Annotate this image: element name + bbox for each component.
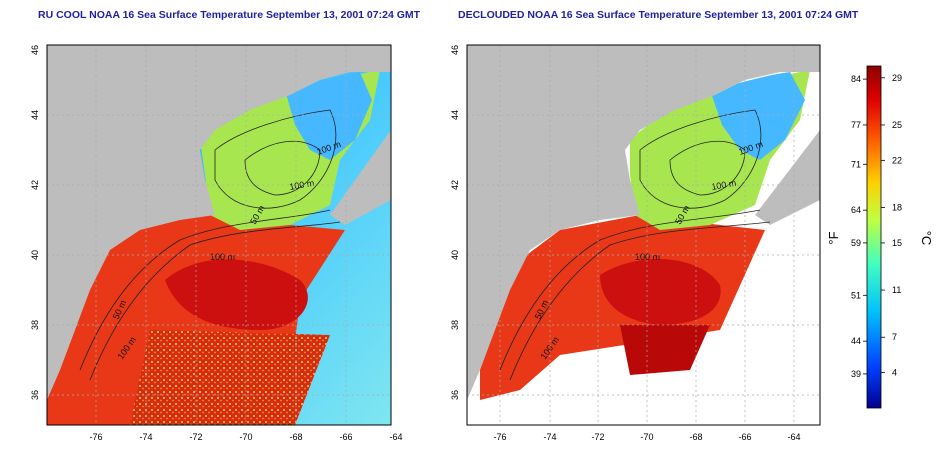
left-x-tick-1: -76 bbox=[89, 432, 102, 442]
left-y-axis: 36 38 40 42 44 46 bbox=[30, 45, 40, 400]
colorbar-ticks: 29 25 22 18 15 11 7 4 84 77 71 64 59 51 44 39 bbox=[851, 73, 902, 379]
left-map-bay-of-fundy bbox=[285, 72, 372, 160]
colorbar-fahrenheit-tick: 39 bbox=[851, 369, 861, 379]
left-map-title: RU COOL NOAA 16 Sea Surface Temperature … bbox=[38, 9, 421, 21]
colorbar: 29 25 22 18 15 11 7 4 84 77 71 64 59 51 44 39 °F °C bbox=[826, 65, 934, 409]
left-x-tick-5: -68 bbox=[289, 432, 302, 442]
left-y-tick-2: 38 bbox=[30, 320, 40, 330]
right-x-tick-6: -66 bbox=[738, 432, 751, 442]
left-map-frame bbox=[46, 44, 392, 426]
left-contour-label-2: 100 m bbox=[289, 178, 315, 192]
colorbar-fahrenheit-tick: 64 bbox=[851, 205, 861, 215]
colorbar-celsius-tick: 7 bbox=[892, 332, 897, 342]
colorbar-gradient bbox=[866, 65, 882, 409]
right-x-tick-4: -70 bbox=[640, 432, 653, 442]
right-map-gulf-eddy bbox=[600, 258, 721, 325]
right-y-tick-5: 44 bbox=[450, 110, 460, 120]
colorbar-fahrenheit-tick: 59 bbox=[851, 238, 861, 248]
right-y-axis: 36 38 40 42 44 46 bbox=[450, 45, 460, 400]
left-y-tick-4: 42 bbox=[30, 180, 40, 190]
left-map-land bbox=[47, 45, 391, 400]
right-map: 100 m 100 m 50 m 100 m 50 m 100 m bbox=[467, 45, 820, 425]
colorbar-celsius-tick: 18 bbox=[892, 203, 902, 213]
left-x-tick-7: -64 bbox=[389, 432, 402, 442]
colorbar-celsius-tick: 11 bbox=[892, 285, 901, 295]
left-x-tick-2: -74 bbox=[139, 432, 152, 442]
right-map-contours bbox=[499, 109, 771, 381]
right-contour-label-4: 100 m bbox=[635, 252, 660, 262]
left-x-axis: -76 -74 -72 -70 -68 -66 -64 bbox=[89, 432, 402, 442]
right-y-tick-6: 46 bbox=[450, 45, 460, 55]
left-map-speckle-water bbox=[130, 330, 330, 425]
left-map-gridlines bbox=[47, 45, 391, 425]
right-y-tick-4: 42 bbox=[450, 180, 460, 190]
right-map-gridlines bbox=[467, 45, 820, 425]
colorbar-fahrenheit-tick: 84 bbox=[851, 74, 861, 84]
left-map-nova-scotia bbox=[330, 130, 391, 225]
left-contour-label-4: 100 m bbox=[210, 252, 235, 262]
left-y-tick-6: 46 bbox=[30, 45, 40, 55]
right-y-tick-2: 38 bbox=[450, 320, 460, 330]
colorbar-celsius-tick: 25 bbox=[892, 120, 902, 130]
colorbar-fahrenheit-tick: 51 bbox=[851, 290, 861, 300]
colorbar-fahrenheit-tick: 77 bbox=[851, 120, 861, 130]
right-y-tick-3: 40 bbox=[450, 250, 460, 260]
colorbar-celsius-tick: 15 bbox=[892, 238, 902, 248]
left-map: 100 m 100 m 50 m 100 m 50 m 100 m bbox=[47, 45, 391, 425]
colorbar-celsius-tick: 29 bbox=[892, 73, 902, 83]
right-x-tick-1: -76 bbox=[493, 432, 506, 442]
right-x-tick-7: -64 bbox=[787, 432, 800, 442]
colorbar-celsius-label: °C bbox=[919, 231, 934, 246]
right-x-tick-3: -72 bbox=[591, 432, 604, 442]
right-y-tick-1: 36 bbox=[450, 390, 460, 400]
left-y-tick-5: 44 bbox=[30, 110, 40, 120]
right-map-nova-scotia bbox=[755, 130, 820, 225]
left-x-tick-6: -66 bbox=[339, 432, 352, 442]
colorbar-celsius-tick: 22 bbox=[892, 155, 902, 165]
colorbar-fahrenheit-label: °F bbox=[826, 231, 841, 244]
left-y-tick-1: 36 bbox=[30, 390, 40, 400]
colorbar-fahrenheit-tick: 71 bbox=[851, 159, 861, 169]
right-map-warm-core bbox=[620, 325, 710, 375]
left-x-tick-3: -72 bbox=[189, 432, 202, 442]
right-x-axis: -76 -74 -72 -70 -68 -66 -64 bbox=[493, 432, 800, 442]
right-map-title: DECLOUDED NOAA 16 Sea Surface Temperatur… bbox=[458, 9, 859, 21]
right-map-land bbox=[467, 45, 820, 400]
right-map-frame bbox=[466, 44, 821, 426]
colorbar-celsius-tick: 4 bbox=[892, 368, 897, 378]
left-x-tick-4: -70 bbox=[239, 432, 252, 442]
right-x-tick-2: -74 bbox=[543, 432, 556, 442]
left-map-gulf-eddy bbox=[165, 259, 308, 330]
left-y-tick-3: 40 bbox=[30, 250, 40, 260]
right-x-tick-5: -68 bbox=[689, 432, 702, 442]
colorbar-fahrenheit-tick: 44 bbox=[851, 336, 861, 346]
